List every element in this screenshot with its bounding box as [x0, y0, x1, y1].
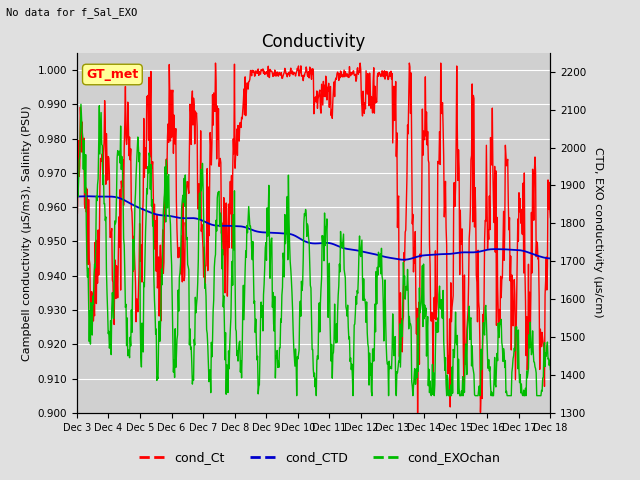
cond_Ct — [361, 100, 369, 106]
Text: GT_met: GT_met — [86, 68, 138, 81]
cond_EXOchan — [102, 268, 110, 274]
cond_Ct — [547, 215, 554, 220]
Line: cond_Ct: cond_Ct — [77, 63, 550, 413]
cond_CTD — [361, 249, 369, 255]
cond_EXOchan — [482, 302, 490, 308]
cond_CTD — [84, 193, 92, 199]
cond_EXOchan — [349, 393, 357, 398]
Y-axis label: CTD, EXO conductivity (µs/cm): CTD, EXO conductivity (µs/cm) — [593, 147, 603, 318]
cond_Ct — [375, 70, 383, 75]
cond_Ct — [349, 71, 356, 77]
cond_EXOchan — [362, 302, 369, 308]
cond_Ct — [102, 181, 109, 187]
cond_EXOchan — [77, 101, 84, 107]
cond_CTD — [433, 252, 441, 257]
Line: cond_CTD: cond_CTD — [77, 196, 550, 260]
cond_Ct — [433, 299, 441, 304]
cond_EXOchan — [547, 367, 554, 372]
cond_CTD — [375, 252, 383, 258]
cond_CTD — [482, 247, 490, 253]
cond_EXOchan — [433, 329, 441, 335]
cond_Ct — [73, 208, 81, 214]
cond_CTD — [73, 193, 81, 199]
cond_Ct — [482, 218, 490, 224]
cond_Ct — [414, 410, 422, 416]
cond_Ct — [212, 60, 220, 66]
Title: Conductivity: Conductivity — [262, 33, 365, 51]
cond_CTD — [547, 255, 554, 261]
cond_EXOchan — [73, 225, 81, 230]
cond_CTD — [349, 247, 356, 252]
cond_CTD — [102, 193, 110, 199]
Line: cond_EXOchan: cond_EXOchan — [77, 104, 550, 396]
cond_EXOchan — [293, 393, 301, 398]
Text: No data for f_Sal_EXO: No data for f_Sal_EXO — [6, 7, 138, 18]
cond_CTD — [399, 257, 407, 263]
Y-axis label: Campbell conductivity (µS/m3), Salinity (PSU): Campbell conductivity (µS/m3), Salinity … — [22, 105, 32, 360]
Legend: cond_Ct, cond_CTD, cond_EXOchan: cond_Ct, cond_CTD, cond_EXOchan — [134, 446, 506, 469]
cond_EXOchan — [376, 255, 383, 261]
